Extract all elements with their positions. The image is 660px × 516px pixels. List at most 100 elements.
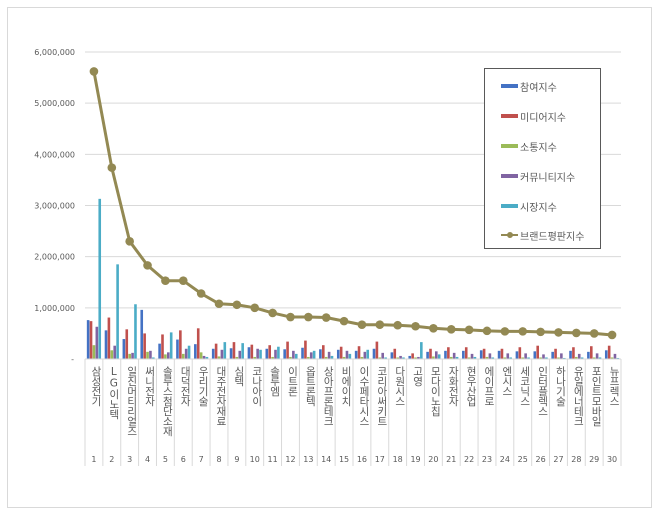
bar bbox=[164, 354, 167, 359]
bar bbox=[149, 350, 152, 359]
bar bbox=[181, 353, 185, 359]
bar bbox=[482, 348, 486, 359]
bar bbox=[253, 356, 257, 359]
category-name: 솔루스첨단소재 bbox=[161, 366, 174, 436]
bar bbox=[462, 350, 465, 359]
rank-label: 24 bbox=[500, 455, 510, 464]
bar bbox=[452, 352, 456, 359]
category-name: 일진머티리얼즈 bbox=[125, 366, 138, 436]
y-tick-label: 5,000,000 bbox=[34, 99, 75, 108]
bar bbox=[580, 357, 584, 359]
bar bbox=[211, 348, 215, 359]
line-marker bbox=[304, 312, 313, 322]
bar bbox=[354, 350, 358, 359]
bar bbox=[292, 350, 295, 359]
category-name: 대덕전자 bbox=[179, 366, 192, 406]
line-marker bbox=[196, 289, 206, 298]
bar bbox=[357, 346, 361, 359]
bar bbox=[131, 352, 134, 359]
category-name: 옵트론텍 bbox=[304, 366, 317, 406]
line-marker bbox=[107, 163, 117, 172]
bar bbox=[167, 352, 170, 359]
legend-item-brand-index: 브랜드평판지수 bbox=[501, 228, 584, 243]
bar bbox=[417, 356, 420, 359]
bar bbox=[393, 348, 397, 359]
rank-label: 25 bbox=[518, 455, 528, 464]
bar bbox=[116, 264, 119, 359]
rank-label: 10 bbox=[250, 455, 260, 464]
category-name: 상아프론테크 bbox=[322, 366, 335, 426]
y-tick-label: 2,000,000 bbox=[34, 253, 75, 262]
x-axis: 1 2 3 4 5 6 7 8 9 10 11 12 13 14 15 16 17 18 19 20 21 22 23 24 2… bbox=[84, 358, 622, 466]
bar bbox=[524, 353, 527, 359]
bar bbox=[235, 356, 239, 359]
bar bbox=[107, 317, 111, 359]
bar bbox=[390, 352, 394, 359]
bar bbox=[557, 357, 560, 359]
bar bbox=[577, 353, 581, 359]
bar bbox=[169, 332, 173, 359]
legend-swatch-purple bbox=[501, 174, 518, 178]
category-name: 이트론 bbox=[286, 366, 299, 396]
legend-item-media: 미디어지수 bbox=[501, 109, 566, 124]
legend-swatch-blue bbox=[501, 84, 518, 88]
bar bbox=[503, 357, 507, 359]
legend-item-market: 시장지수 bbox=[501, 199, 557, 214]
rank-label: 30 bbox=[607, 455, 617, 464]
bar bbox=[289, 356, 292, 359]
bar bbox=[247, 347, 251, 359]
bar bbox=[569, 350, 572, 359]
bar bbox=[259, 349, 262, 359]
bar bbox=[194, 344, 197, 359]
category-name: 자화전자 bbox=[447, 366, 460, 406]
line-marker bbox=[161, 276, 170, 286]
rank-label: 8 bbox=[216, 455, 221, 464]
bar bbox=[140, 309, 144, 359]
category-name: 유일에너테크 bbox=[572, 366, 585, 426]
line-marker bbox=[143, 261, 152, 270]
bar-series bbox=[86, 198, 620, 359]
bar bbox=[217, 356, 221, 359]
bar bbox=[86, 320, 90, 359]
rank-label: 15 bbox=[339, 455, 349, 464]
line-marker bbox=[554, 328, 563, 337]
bar bbox=[449, 356, 453, 359]
bar bbox=[92, 345, 96, 359]
rank-label: 19 bbox=[410, 455, 420, 464]
line-marker bbox=[429, 324, 438, 333]
category-name: 현우산업 bbox=[465, 366, 478, 406]
category-name: 이수페타시스 bbox=[357, 366, 370, 426]
rank-label: 27 bbox=[553, 455, 563, 464]
bar bbox=[435, 351, 438, 359]
bar bbox=[339, 346, 343, 359]
category-name: 비에이치 bbox=[340, 366, 353, 406]
category-name: 에이프로 bbox=[483, 366, 495, 406]
gridlines bbox=[85, 51, 621, 309]
bar bbox=[125, 329, 129, 359]
bar bbox=[327, 351, 331, 359]
y-tick-label: 1,000,000 bbox=[34, 304, 75, 313]
bar bbox=[143, 333, 146, 359]
category-name: 인터플렉스 bbox=[536, 366, 549, 416]
bar bbox=[330, 355, 334, 359]
line-marker bbox=[268, 308, 277, 318]
bar bbox=[372, 348, 376, 359]
bar bbox=[122, 339, 126, 359]
line-marker bbox=[178, 276, 188, 286]
bar bbox=[497, 350, 501, 359]
line-marker bbox=[589, 329, 599, 338]
line-marker bbox=[250, 303, 260, 313]
bar bbox=[268, 345, 271, 359]
bar bbox=[322, 345, 325, 359]
bar bbox=[479, 350, 483, 359]
bar bbox=[539, 357, 542, 359]
bar bbox=[319, 349, 322, 359]
legend-swatch-red bbox=[501, 114, 518, 118]
category-name: 우리기술 bbox=[197, 366, 210, 406]
bar bbox=[464, 347, 468, 359]
bar bbox=[455, 356, 459, 359]
bar bbox=[432, 356, 435, 359]
chart-legend: 참여지수 미디어지수 소통지수 커뮤니티지수 시장지수 브랜드평판지수 bbox=[484, 68, 601, 249]
bar bbox=[575, 356, 578, 359]
category-name: 코리아써키트 bbox=[375, 366, 388, 426]
